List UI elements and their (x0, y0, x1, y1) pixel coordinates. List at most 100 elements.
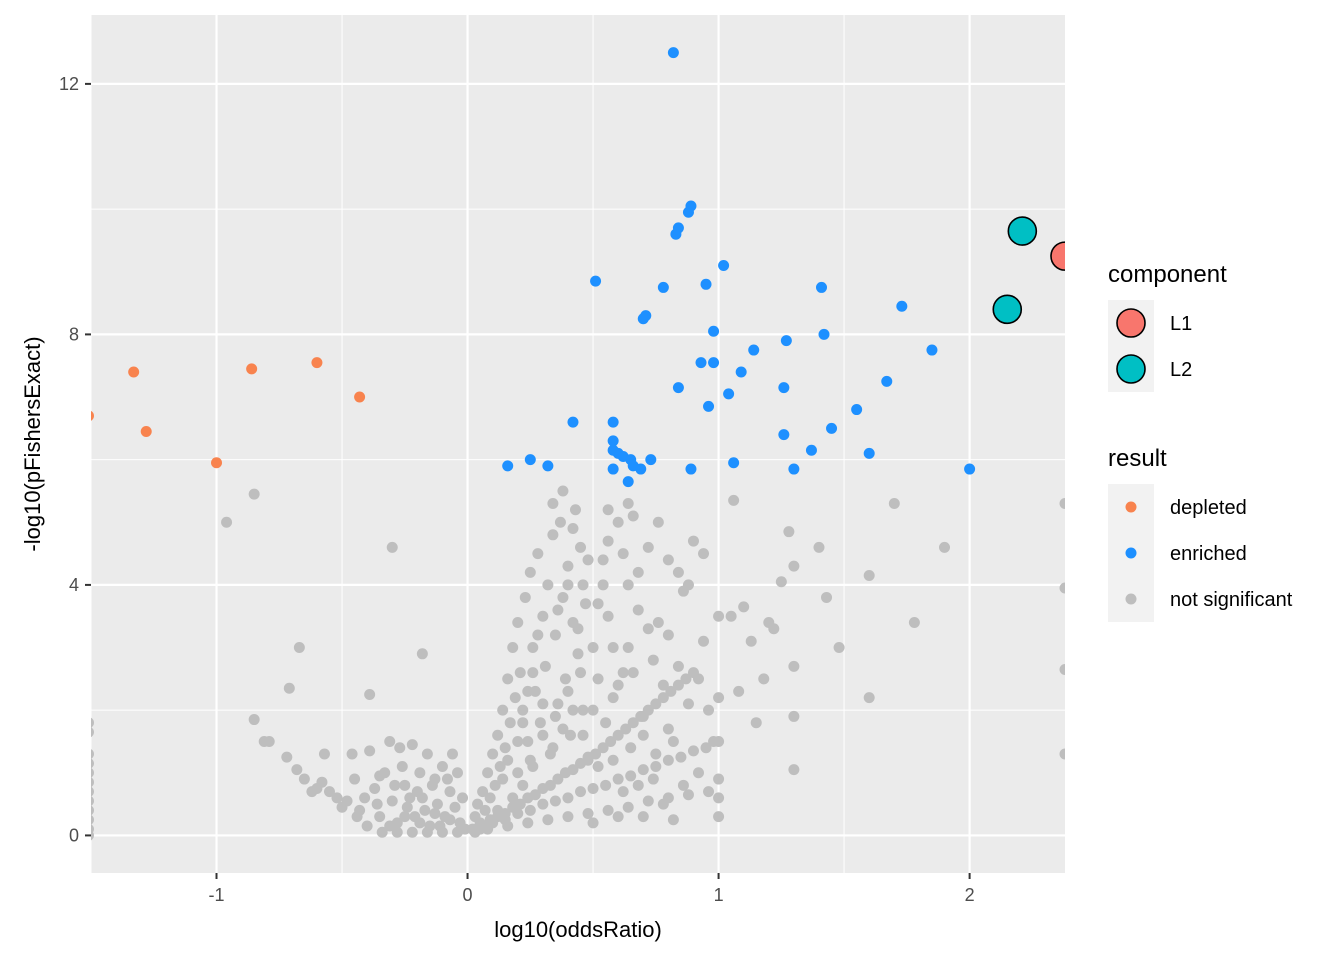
point-not-significant (434, 820, 446, 832)
point-not-significant (429, 808, 441, 820)
point-not-significant (733, 685, 745, 697)
point-not-significant (632, 566, 644, 578)
point-not-significant (369, 782, 381, 794)
point-not-significant (725, 610, 737, 622)
point-not-significant (567, 764, 579, 776)
point-not-significant (587, 782, 599, 794)
point-not-significant (650, 748, 662, 760)
legend-title: component (1108, 261, 1227, 288)
point-not-significant (682, 698, 694, 710)
point-not-significant (391, 826, 403, 838)
point-not-significant (91, 786, 94, 797)
point-enriched (926, 344, 938, 356)
point-not-significant (534, 717, 546, 729)
point-not-significant (675, 751, 687, 763)
point-not-significant (514, 798, 526, 810)
point-not-significant (788, 660, 800, 672)
point-not-significant (522, 685, 534, 697)
point-not-significant (788, 764, 800, 776)
point-not-significant (389, 779, 401, 791)
point-not-significant (554, 516, 566, 528)
point-not-significant (411, 786, 423, 798)
x-axis-title: log10(oddsRatio) (494, 917, 662, 942)
point-enriched (826, 422, 838, 434)
point-not-significant (582, 554, 594, 566)
point-not-significant (713, 792, 725, 804)
legend-key-not-significant (1125, 593, 1137, 605)
point-not-significant (91, 796, 94, 806)
point-not-significant (452, 767, 464, 779)
point-not-significant (248, 714, 260, 726)
point-not-significant (682, 789, 694, 801)
point-not-significant (662, 554, 674, 566)
point-enriched (607, 435, 619, 447)
point-not-significant (713, 811, 725, 823)
point-not-significant (91, 758, 94, 769)
point-not-significant (750, 717, 762, 729)
point-enriched (778, 429, 790, 441)
point-not-significant (527, 667, 539, 679)
point-not-significant (1059, 748, 1065, 760)
point-not-significant (662, 754, 674, 766)
point-enriched (657, 281, 669, 293)
point-not-significant (642, 795, 654, 807)
point-not-significant (552, 773, 564, 785)
point-not-significant (635, 710, 647, 722)
point-not-significant (677, 779, 689, 791)
point-not-significant (524, 566, 536, 578)
point-not-significant (359, 792, 371, 804)
point-depleted (311, 357, 323, 369)
point-not-significant (539, 660, 551, 672)
point-not-significant (607, 754, 619, 766)
point-enriched (728, 457, 740, 469)
point-not-significant (713, 692, 725, 704)
point-enriched (818, 328, 830, 340)
point-not-significant (647, 773, 659, 785)
point-not-significant (361, 820, 373, 832)
point-not-significant (863, 692, 875, 704)
point-not-significant (602, 535, 614, 547)
point-not-significant (863, 570, 875, 582)
point-not-significant (452, 826, 464, 838)
point-enriched (607, 416, 619, 428)
point-not-significant (399, 779, 411, 791)
point-not-significant (537, 610, 549, 622)
point-not-significant (632, 604, 644, 616)
point-not-significant (602, 610, 614, 622)
point-not-significant (575, 541, 587, 553)
point-enriched (723, 388, 735, 400)
point-not-significant (562, 560, 574, 572)
point-not-significant (487, 748, 499, 760)
point-not-significant (517, 717, 529, 729)
point-not-significant (349, 773, 361, 785)
point-not-significant (91, 767, 94, 778)
point-not-significant (401, 801, 413, 813)
point-not-significant (549, 710, 561, 722)
point-not-significant (642, 704, 654, 716)
point-enriched (780, 335, 792, 347)
point-not-significant (552, 604, 564, 616)
point-enriched (703, 400, 715, 412)
point-enriched (881, 375, 893, 387)
point-not-significant (482, 767, 494, 779)
point-not-significant (517, 704, 529, 716)
point-enriched (645, 454, 657, 466)
point-enriched (635, 463, 647, 475)
point-not-significant (650, 698, 662, 710)
point-not-significant (657, 798, 669, 810)
point-not-significant (514, 667, 526, 679)
point-not-significant (600, 717, 612, 729)
point-not-significant (91, 814, 94, 825)
point-not-significant (692, 767, 704, 779)
x-tick-label: -1 (209, 885, 225, 905)
point-not-significant (569, 504, 581, 516)
point-not-significant (404, 792, 416, 804)
point-not-significant (564, 729, 576, 741)
point-not-significant (547, 497, 559, 509)
component-point-L1 (1050, 241, 1065, 271)
point-not-significant (572, 648, 584, 660)
point-not-significant (567, 704, 579, 716)
point-not-significant (577, 579, 589, 591)
point-not-significant (91, 749, 94, 759)
point-not-significant (738, 601, 750, 613)
